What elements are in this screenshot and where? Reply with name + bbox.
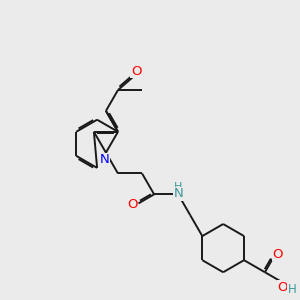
Text: H: H bbox=[174, 182, 182, 192]
Text: O: O bbox=[273, 248, 283, 261]
Text: N: N bbox=[173, 187, 183, 200]
Text: H: H bbox=[288, 283, 297, 296]
Text: N: N bbox=[100, 154, 109, 166]
Text: O: O bbox=[127, 198, 137, 212]
Text: O: O bbox=[278, 281, 288, 294]
Text: O: O bbox=[131, 64, 142, 77]
